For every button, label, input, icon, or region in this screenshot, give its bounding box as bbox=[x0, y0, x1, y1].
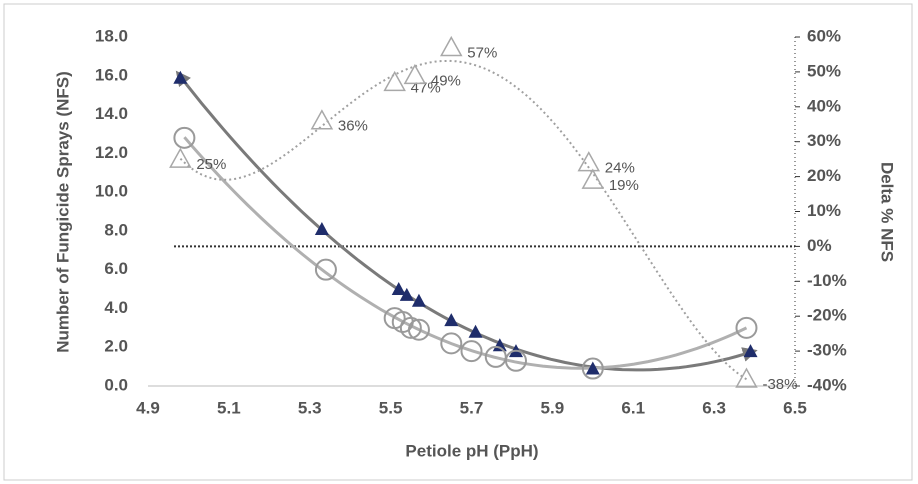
data-point bbox=[399, 316, 422, 339]
y-axis-title: Number of Fungicide Sprays (NFS) bbox=[53, 71, 72, 352]
data-point bbox=[492, 338, 507, 352]
y2-tick-label: -10% bbox=[807, 271, 847, 290]
y-tick-label: 18.0 bbox=[95, 26, 128, 45]
data-point bbox=[383, 70, 406, 92]
x-tick-label: 5.9 bbox=[541, 398, 565, 417]
x-tick-label: 5.5 bbox=[379, 398, 403, 417]
trend-line bbox=[183, 136, 748, 370]
data-point bbox=[399, 287, 414, 301]
y-tick-label: 14.0 bbox=[95, 104, 128, 123]
x-tick-label: 6.3 bbox=[702, 398, 726, 417]
data-label: 19% bbox=[609, 177, 639, 194]
data-point bbox=[743, 344, 758, 358]
data-point bbox=[577, 151, 601, 172]
data-point bbox=[585, 361, 600, 375]
y2-tick-label: -40% bbox=[807, 375, 847, 394]
data-point bbox=[440, 35, 463, 57]
y-tick-label: 2.0 bbox=[104, 337, 128, 356]
data-point bbox=[735, 316, 758, 339]
data-label: 24% bbox=[605, 160, 635, 177]
data-point bbox=[169, 147, 192, 168]
data-point bbox=[460, 340, 483, 363]
x-tick-label: 6.1 bbox=[621, 398, 645, 417]
y2-axis-title: Delta % NFS bbox=[878, 162, 897, 262]
data-point bbox=[314, 258, 337, 281]
data-point bbox=[444, 313, 459, 327]
y-tick-label: 4.0 bbox=[104, 298, 128, 317]
data-point bbox=[504, 349, 527, 372]
trend-line bbox=[175, 70, 758, 372]
data-point bbox=[581, 357, 604, 380]
data-point bbox=[173, 70, 188, 84]
data-point bbox=[403, 63, 427, 85]
y2-tick-label: -30% bbox=[807, 341, 847, 360]
data-point bbox=[440, 332, 463, 355]
data-point bbox=[314, 221, 329, 235]
data-label: 49% bbox=[431, 72, 461, 89]
data-point bbox=[581, 168, 605, 189]
y2-tick-label: 20% bbox=[807, 166, 841, 185]
data-point bbox=[407, 318, 430, 341]
y2-tick-label: 10% bbox=[807, 201, 841, 220]
y-tick-label: 16.0 bbox=[95, 65, 128, 84]
y-tick-label: 0.0 bbox=[104, 375, 128, 394]
x-tick-label: 4.9 bbox=[136, 398, 160, 417]
y2-tick-label: 40% bbox=[807, 96, 841, 115]
y-tick-label: 12.0 bbox=[95, 143, 128, 162]
data-point bbox=[468, 324, 483, 338]
data-point bbox=[735, 367, 758, 388]
data-label: 25% bbox=[196, 156, 226, 173]
y2-tick-label: -20% bbox=[807, 306, 847, 325]
data-point bbox=[411, 293, 426, 307]
x-axis-title: Petiole pH (PpH) bbox=[405, 441, 538, 460]
trend-line bbox=[179, 59, 748, 381]
y2-tick-label: 30% bbox=[807, 131, 841, 150]
x-tick-label: 6.5 bbox=[783, 398, 807, 417]
x-tick-label: 5.3 bbox=[298, 398, 322, 417]
y2-tick-label: 0% bbox=[807, 236, 832, 255]
x-tick-label: 5.7 bbox=[460, 398, 484, 417]
data-label: 57% bbox=[467, 44, 497, 61]
data-label: -38% bbox=[762, 376, 797, 393]
y-tick-label: 6.0 bbox=[104, 259, 128, 278]
x-tick-label: 5.1 bbox=[217, 398, 241, 417]
y-tick-label: 10.0 bbox=[95, 182, 128, 201]
data-point bbox=[173, 126, 196, 149]
data-label: 36% bbox=[338, 118, 368, 135]
y2-tick-label: 50% bbox=[807, 61, 841, 80]
data-point bbox=[310, 109, 334, 130]
y-tick-label: 8.0 bbox=[104, 220, 128, 239]
data-point bbox=[391, 282, 406, 296]
y2-tick-label: 60% bbox=[807, 26, 841, 45]
